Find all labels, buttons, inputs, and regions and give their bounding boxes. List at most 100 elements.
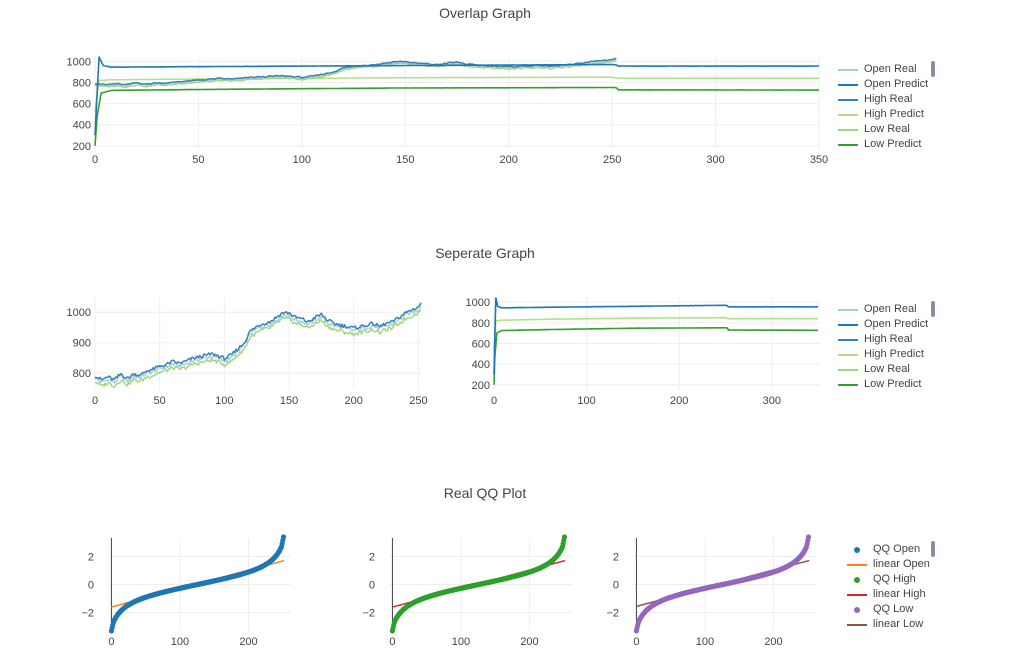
- separate-legend-item[interactable]: High Predict: [836, 347, 928, 362]
- qq-legend-item[interactable]: QQ Low: [845, 602, 930, 617]
- y-tick-label: 1000: [67, 307, 91, 319]
- separate-legend-item[interactable]: Open Real: [836, 302, 928, 317]
- x-tick-label: 200: [520, 636, 538, 648]
- qq-legend[interactable]: QQ Open linear Open QQ High linear High QQ L…: [845, 542, 930, 632]
- separate-legend-item[interactable]: High Real: [836, 332, 928, 347]
- high-real-line: [94, 302, 422, 381]
- y-tick-label: 400: [472, 359, 490, 371]
- overlap-legend-scrollbar[interactable]: [931, 61, 935, 77]
- y-tick-label: 1000: [67, 56, 91, 68]
- legend-label: linear Open: [873, 558, 930, 570]
- legend-label: High Predict: [864, 348, 924, 360]
- qq-legend-item[interactable]: linear Low: [845, 617, 930, 632]
- line-swatch-icon: [836, 332, 860, 347]
- x-tick-label: 0: [108, 636, 114, 648]
- qq-high-point: [561, 534, 568, 540]
- qq-open-point: [280, 534, 287, 540]
- qq-plot-title: Real QQ Plot: [443, 485, 527, 501]
- line-swatch-icon: [836, 377, 860, 392]
- line-swatch-icon: [836, 92, 860, 107]
- x-tick-label: 0: [491, 395, 497, 407]
- overlap-legend[interactable]: Open Real Open Predict High Real High Predi…: [836, 62, 928, 152]
- low-predict-line: [493, 326, 819, 385]
- x-tick-label: 100: [577, 395, 595, 407]
- legend-label: QQ Low: [873, 603, 914, 615]
- overlap-legend-item[interactable]: Low Real: [836, 122, 928, 137]
- x-tick-label: 350: [810, 154, 828, 166]
- y-tick-label: 200: [73, 141, 91, 153]
- y-tick-label: 0: [613, 580, 619, 592]
- x-tick-label: 100: [215, 395, 233, 407]
- line-swatch-icon: [836, 107, 860, 122]
- open-predict-line: [493, 297, 819, 375]
- legend-label: Low Real: [864, 123, 910, 135]
- x-tick-label: 300: [706, 154, 724, 166]
- qq-legend-item[interactable]: QQ High: [845, 572, 930, 587]
- x-tick-label: 0: [633, 636, 639, 648]
- separate-graph-title: Seperate Graph: [435, 245, 535, 261]
- x-tick-label: 0: [389, 636, 395, 648]
- legend-label: High Real: [864, 93, 913, 105]
- separate-legend-item[interactable]: Open Predict: [836, 317, 928, 332]
- open-real-line: [94, 305, 422, 384]
- x-tick-label: 300: [763, 395, 781, 407]
- y-tick-label: 2: [613, 551, 619, 563]
- y-tick-label: 400: [73, 120, 91, 132]
- overlap-legend-item[interactable]: Low Predict: [836, 137, 928, 152]
- overlap-legend-item[interactable]: High Predict: [836, 107, 928, 122]
- y-tick-label: −2: [362, 608, 375, 620]
- overlap-graph-title: Overlap Graph: [439, 5, 531, 21]
- separate-legend-scrollbar[interactable]: [931, 301, 935, 317]
- marker-swatch-icon: [845, 602, 869, 617]
- y-tick-label: 2: [369, 551, 375, 563]
- qq-legend-item[interactable]: linear Open: [845, 557, 930, 572]
- x-tick-label: 200: [764, 636, 782, 648]
- y-tick-label: 0: [88, 580, 94, 592]
- x-tick-label: 50: [192, 154, 204, 166]
- overlap-legend-item[interactable]: Open Predict: [836, 77, 928, 92]
- legend-label: Open Predict: [864, 78, 929, 90]
- x-tick-label: 150: [396, 154, 414, 166]
- line-swatch-icon: [845, 557, 869, 572]
- line-swatch-icon: [836, 362, 860, 377]
- line-swatch-icon: [845, 587, 869, 602]
- separate-legend[interactable]: Open Real Open Predict High Real High Predi…: [836, 302, 928, 392]
- line-swatch-icon: [836, 77, 860, 92]
- line-swatch-icon: [836, 347, 860, 362]
- y-tick-label: 900: [73, 338, 91, 350]
- qq-low-point: [805, 534, 812, 540]
- x-tick-label: 150: [280, 395, 298, 407]
- y-tick-label: 200: [472, 380, 490, 392]
- x-tick-label: 200: [345, 395, 363, 407]
- legend-label: linear Low: [873, 618, 924, 630]
- line-swatch-icon: [845, 617, 869, 632]
- x-tick-label: 100: [452, 636, 470, 648]
- qq-legend-item[interactable]: QQ Open: [845, 542, 930, 557]
- y-tick-label: 0: [369, 580, 375, 592]
- x-tick-label: 250: [409, 395, 427, 407]
- separate-legend-item[interactable]: Low Predict: [836, 377, 928, 392]
- marker-swatch-icon: [845, 542, 869, 557]
- legend-label: Low Predict: [864, 378, 922, 390]
- legend-label: Low Predict: [864, 138, 922, 150]
- x-tick-label: 200: [500, 154, 518, 166]
- legend-label: High Real: [864, 333, 913, 345]
- qq-legend-scrollbar[interactable]: [931, 541, 935, 557]
- open-predict-line: [94, 56, 820, 136]
- y-tick-label: 800: [73, 77, 91, 89]
- x-tick-label: 200: [670, 395, 688, 407]
- qq-legend-item[interactable]: linear High: [845, 587, 930, 602]
- high-predict-line: [493, 316, 819, 352]
- separate-legend-item[interactable]: Low Real: [836, 362, 928, 377]
- y-tick-label: 1000: [466, 297, 490, 309]
- line-swatch-icon: [836, 62, 860, 77]
- y-tick-label: −2: [606, 608, 619, 620]
- y-tick-label: 600: [73, 99, 91, 111]
- legend-label: QQ High: [873, 573, 916, 585]
- y-tick-label: 2: [88, 551, 94, 563]
- legend-label: High Predict: [864, 108, 924, 120]
- overlap-legend-item[interactable]: Open Real: [836, 62, 928, 77]
- overlap-legend-item[interactable]: High Real: [836, 92, 928, 107]
- x-tick-label: 0: [92, 395, 98, 407]
